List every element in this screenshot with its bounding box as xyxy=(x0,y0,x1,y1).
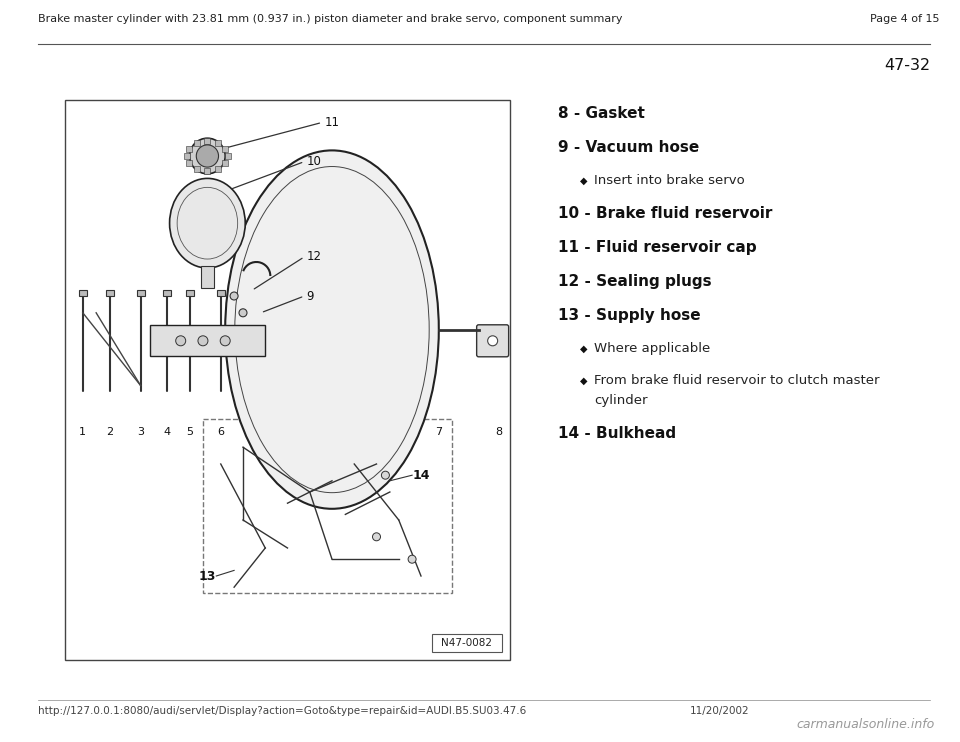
Bar xyxy=(186,160,192,166)
Text: 3: 3 xyxy=(137,427,144,437)
Circle shape xyxy=(381,471,390,479)
Text: 1: 1 xyxy=(80,427,86,437)
Text: 13 - Supply hose: 13 - Supply hose xyxy=(558,308,701,323)
Text: N47-0082: N47-0082 xyxy=(442,638,492,648)
Ellipse shape xyxy=(170,178,245,268)
Text: carmanualsonline.info: carmanualsonline.info xyxy=(797,718,935,731)
Text: 6: 6 xyxy=(217,427,225,437)
Text: ◆: ◆ xyxy=(580,344,588,354)
Bar xyxy=(136,290,145,296)
Bar xyxy=(163,290,171,296)
Text: Insert into brake servo: Insert into brake servo xyxy=(594,174,745,187)
Text: 13: 13 xyxy=(199,570,216,582)
Text: 11 - Fluid reservoir cap: 11 - Fluid reservoir cap xyxy=(558,240,756,255)
Text: 10: 10 xyxy=(306,155,322,168)
Text: http://127.0.0.1:8080/audi/servlet/Display?action=Goto&type=repair&id=AUDI.B5.SU: http://127.0.0.1:8080/audi/servlet/Displ… xyxy=(38,706,526,716)
Text: 9 - Vacuum hose: 9 - Vacuum hose xyxy=(558,140,699,155)
Circle shape xyxy=(488,336,497,346)
Circle shape xyxy=(239,309,247,317)
Text: 7: 7 xyxy=(435,427,443,437)
Bar xyxy=(203,419,452,593)
Text: Page 4 of 15: Page 4 of 15 xyxy=(871,14,940,24)
Bar xyxy=(106,290,113,296)
Bar xyxy=(201,266,214,289)
Text: cylinder: cylinder xyxy=(594,394,647,407)
Text: 9: 9 xyxy=(306,289,314,303)
Text: 5: 5 xyxy=(186,427,193,437)
Bar xyxy=(432,634,502,652)
Text: 14: 14 xyxy=(412,469,430,482)
Bar xyxy=(215,165,221,171)
Text: 12 - Sealing plugs: 12 - Sealing plugs xyxy=(558,274,711,289)
Bar xyxy=(186,145,192,151)
Circle shape xyxy=(220,336,230,346)
Text: 4: 4 xyxy=(164,427,171,437)
Circle shape xyxy=(372,533,380,541)
Text: Where applicable: Where applicable xyxy=(594,342,710,355)
Circle shape xyxy=(198,336,208,346)
Bar xyxy=(194,165,200,171)
FancyBboxPatch shape xyxy=(477,325,509,357)
Bar xyxy=(204,168,210,174)
Text: From brake fluid reservoir to clutch master: From brake fluid reservoir to clutch mas… xyxy=(594,374,879,387)
Text: 14 - Bulkhead: 14 - Bulkhead xyxy=(558,426,676,441)
Bar xyxy=(223,160,228,166)
Text: 10 - Brake fluid reservoir: 10 - Brake fluid reservoir xyxy=(558,206,773,221)
Text: ◆: ◆ xyxy=(580,376,588,386)
Bar xyxy=(217,290,225,296)
Bar xyxy=(150,326,265,356)
Circle shape xyxy=(408,555,416,563)
Bar xyxy=(79,290,86,296)
Bar xyxy=(194,140,200,146)
Text: 2: 2 xyxy=(106,427,113,437)
Bar xyxy=(226,153,231,159)
Bar xyxy=(204,139,210,145)
Circle shape xyxy=(189,138,226,174)
Circle shape xyxy=(176,336,185,346)
Bar xyxy=(65,100,510,660)
Text: 47-32: 47-32 xyxy=(884,58,930,73)
Ellipse shape xyxy=(226,151,439,509)
Bar xyxy=(215,140,221,146)
Circle shape xyxy=(196,145,219,167)
Text: 12: 12 xyxy=(306,250,322,263)
Bar xyxy=(223,145,228,151)
Text: Brake master cylinder with 23.81 mm (0.937 in.) piston diameter and brake servo,: Brake master cylinder with 23.81 mm (0.9… xyxy=(38,14,622,24)
Text: 11: 11 xyxy=(324,116,339,129)
Text: 8: 8 xyxy=(495,427,502,437)
Circle shape xyxy=(230,292,238,300)
Text: 8 - Gasket: 8 - Gasket xyxy=(558,106,645,121)
Text: ◆: ◆ xyxy=(580,176,588,186)
Bar xyxy=(183,153,189,159)
Text: 11/20/2002: 11/20/2002 xyxy=(690,706,750,716)
Bar xyxy=(185,290,194,296)
